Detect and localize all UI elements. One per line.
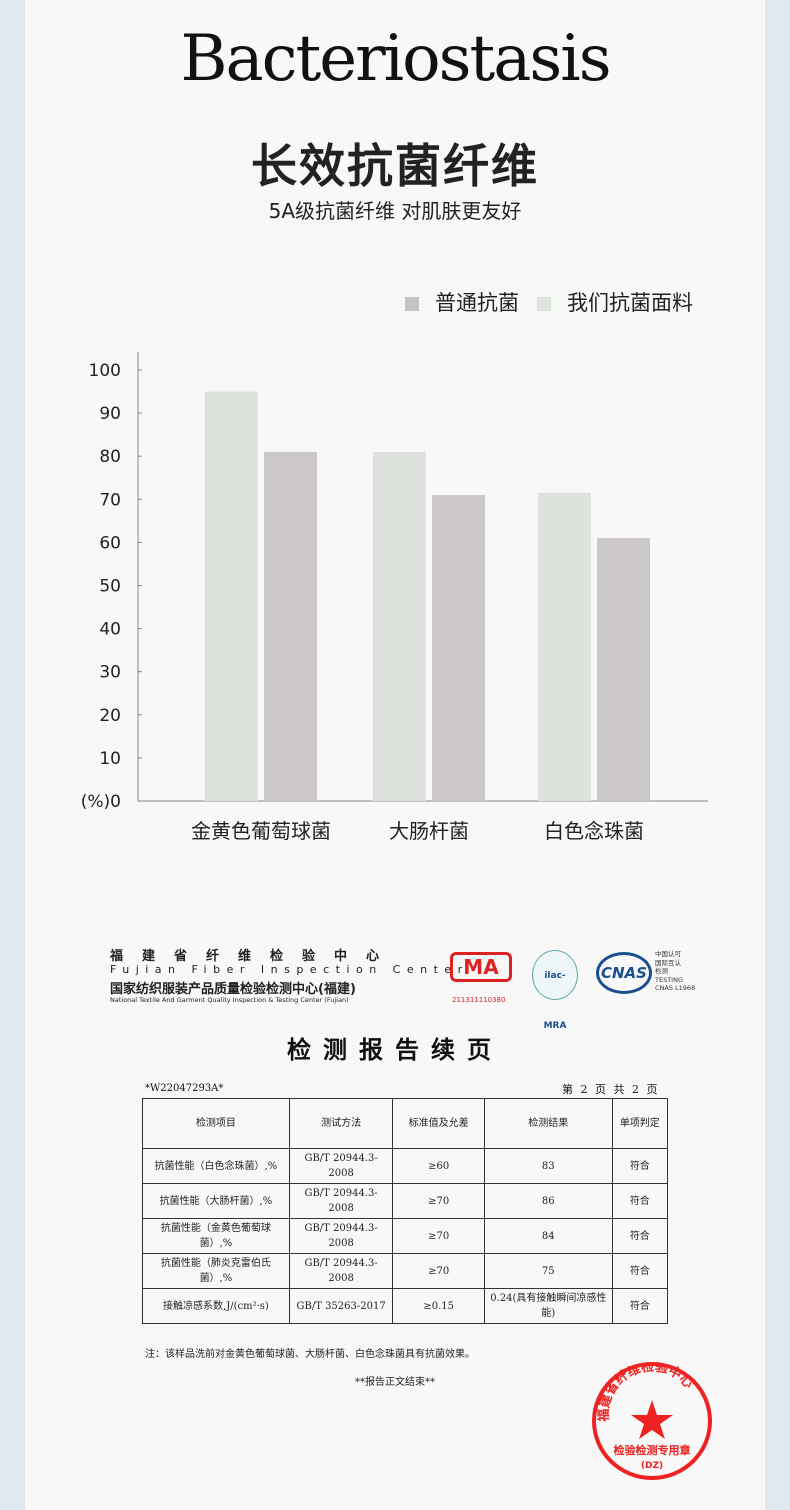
table-cell: GB/T 20944.3-2008 [288, 1148, 394, 1184]
table-cell: 抗菌性能（金黄色葡萄球菌）,% [142, 1218, 290, 1254]
table-row: 抗菌性能（大肠杆菌）,% GB/T 20944.3-2008 ≥70 86 符合 [142, 1183, 669, 1219]
x-tick-label: 大肠杆菌 [389, 819, 469, 843]
bar-ordinary [597, 538, 650, 801]
org2-name-en: National Textile And Garment Quality Ins… [110, 996, 349, 1004]
y-tick-label: 60 [99, 533, 121, 553]
y-tick-label: 10 [99, 749, 121, 769]
column-header: 检测项目 [142, 1098, 290, 1149]
official-stamp: 福建省纤维检验中心 检验检测专用章 (DZ) [592, 1359, 712, 1480]
table-row: 抗菌性能（金黄色葡萄球菌）,% GB/T 20944.3-2008 ≥70 84 符合 [142, 1218, 669, 1254]
table-cell: ≥70 [392, 1218, 485, 1254]
y-tick-label: 20 [99, 706, 121, 726]
bar-ordinary [264, 451, 317, 801]
column-header: 测试方法 [288, 1098, 394, 1149]
table-cell: ≥60 [392, 1148, 485, 1184]
chart-legend: 普通抗菌 我们抗菌面料 [405, 287, 693, 317]
table-cell: 符合 [611, 1218, 669, 1254]
title-english: Bacteriostasis [180, 22, 611, 96]
svg-text:(DZ): (DZ) [641, 1461, 663, 1471]
table-cell: GB/T 20944.3-2008 [288, 1183, 394, 1219]
legend-item-ordinary: 普通抗菌 [405, 287, 519, 317]
legend-label: 普通抗菌 [435, 291, 519, 315]
bar-ordinary [432, 494, 485, 801]
table-cell: 84 [483, 1218, 613, 1254]
ilac-logo: ilac-MRA [532, 950, 578, 1031]
cnas-text: 中国认可 国际互认 检测 TESTING CNAS L1968 [655, 950, 696, 992]
table-cell: 符合 [611, 1148, 669, 1184]
report-number: *W22047293A* [145, 1083, 224, 1094]
table-cell: GB/T 35263-2017 [288, 1288, 394, 1324]
y-tick-label: 40 [99, 620, 121, 640]
y-tick-label: 50 [99, 577, 121, 597]
column-header: 单项判定 [611, 1098, 669, 1149]
cma-logo: MA [450, 952, 512, 982]
table-cell: 86 [483, 1183, 613, 1219]
bar-chart: (%)0 10 20 30 40 50 60 70 80 90 100 金黄色葡萄球菌 大肠杆菌 白色念珠… [81, 352, 708, 843]
y-tick-label: (%)0 [81, 792, 121, 812]
org-name-cn: 福建省纤维检验中心 [110, 949, 399, 964]
table-cell: 75 [483, 1253, 613, 1289]
table-header-row: 检测项目 测试方法 标准值及允差 检测结果 单项判定 [142, 1098, 669, 1149]
bar-ours [538, 492, 591, 801]
table-cell: ≥0.15 [392, 1288, 485, 1324]
table-cell: ≥70 [392, 1253, 485, 1289]
table-cell: 符合 [611, 1183, 669, 1219]
table-cell: 抗菌性能（大肠杆菌）,% [142, 1183, 290, 1219]
report-table: 检测项目 测试方法 标准值及允差 检测结果 单项判定 抗菌性能（白色念珠菌）,% GB/T… [142, 1098, 669, 1324]
table-cell: 符合 [611, 1253, 669, 1289]
legend-label: 我们抗菌面料 [567, 291, 693, 315]
legend-item-ours: 我们抗菌面料 [537, 287, 693, 317]
table-cell: 接触凉感系数,J/(cm²·s) [142, 1288, 290, 1324]
y-tick-label: 90 [99, 404, 121, 424]
title-chinese: 长效抗菌纤维 [251, 139, 539, 193]
x-tick-label: 金黄色葡萄球菌 [191, 819, 331, 843]
y-tick-label: 70 [99, 490, 121, 510]
table-cell: GB/T 20944.3-2008 [288, 1253, 394, 1289]
cma-number: 211311110380 [452, 996, 506, 1004]
table-cell: GB/T 20944.3-2008 [288, 1218, 394, 1254]
report-note: 注：该样品洗前对金黄色葡萄球菌、大肠杆菌、白色念珠菌具有抗菌效果。 [145, 1349, 475, 1360]
table-cell: 抗菌性能（肺炎克雷伯氏菌）,% [142, 1253, 290, 1289]
svg-text:福建省纤维检验中心: 福建省纤维检验中心 [596, 1366, 696, 1423]
org-name-en: Fujian Fiber Inspection Center [110, 963, 469, 976]
column-header: 检测结果 [483, 1098, 613, 1149]
svg-text:检验检测专用章: 检验检测专用章 [614, 1443, 691, 1457]
report-end: **报告正文结束** [355, 1377, 435, 1388]
y-tick-label: 80 [99, 447, 121, 467]
table-cell: 83 [483, 1148, 613, 1184]
table-cell: 0.24(具有接触瞬间凉感性能) [483, 1288, 613, 1324]
report-title: 检测报告续页 [287, 1036, 503, 1064]
table-row: 抗菌性能（肺炎克雷伯氏菌）,% GB/T 20944.3-2008 ≥70 75 符合 [142, 1253, 669, 1289]
table-cell: 抗菌性能（白色念珠菌）,% [142, 1148, 290, 1184]
bar-ours [373, 451, 426, 801]
cnas-logo: CNAS [596, 952, 652, 994]
bar-ours [205, 391, 258, 801]
legend-swatch [405, 297, 419, 311]
table-row: 抗菌性能（白色念珠菌）,% GB/T 20944.3-2008 ≥60 83 符合 [142, 1148, 669, 1184]
y-tick-label: 100 [89, 361, 121, 381]
report-page-info: 第 2 页 共 2 页 [562, 1083, 660, 1096]
report-letterhead: 福建省纤维检验中心 Fujian Fiber Inspection Center… [100, 940, 700, 1031]
table-row: 接触凉感系数,J/(cm²·s) GB/T 35263-2017 ≥0.15 0.24… [142, 1288, 669, 1324]
column-header: 标准值及允差 [392, 1098, 485, 1149]
org2-name-cn: 国家纺织服装产品质量检验检测中心(福建) [110, 982, 356, 997]
table-cell: ≥70 [392, 1183, 485, 1219]
table-cell: 符合 [611, 1288, 669, 1324]
y-tick-label: 30 [99, 663, 121, 683]
x-tick-label: 白色念珠菌 [544, 819, 644, 843]
subtitle: 5A级抗菌纤维 对肌肤更友好 [268, 199, 522, 223]
legend-swatch [537, 297, 551, 311]
